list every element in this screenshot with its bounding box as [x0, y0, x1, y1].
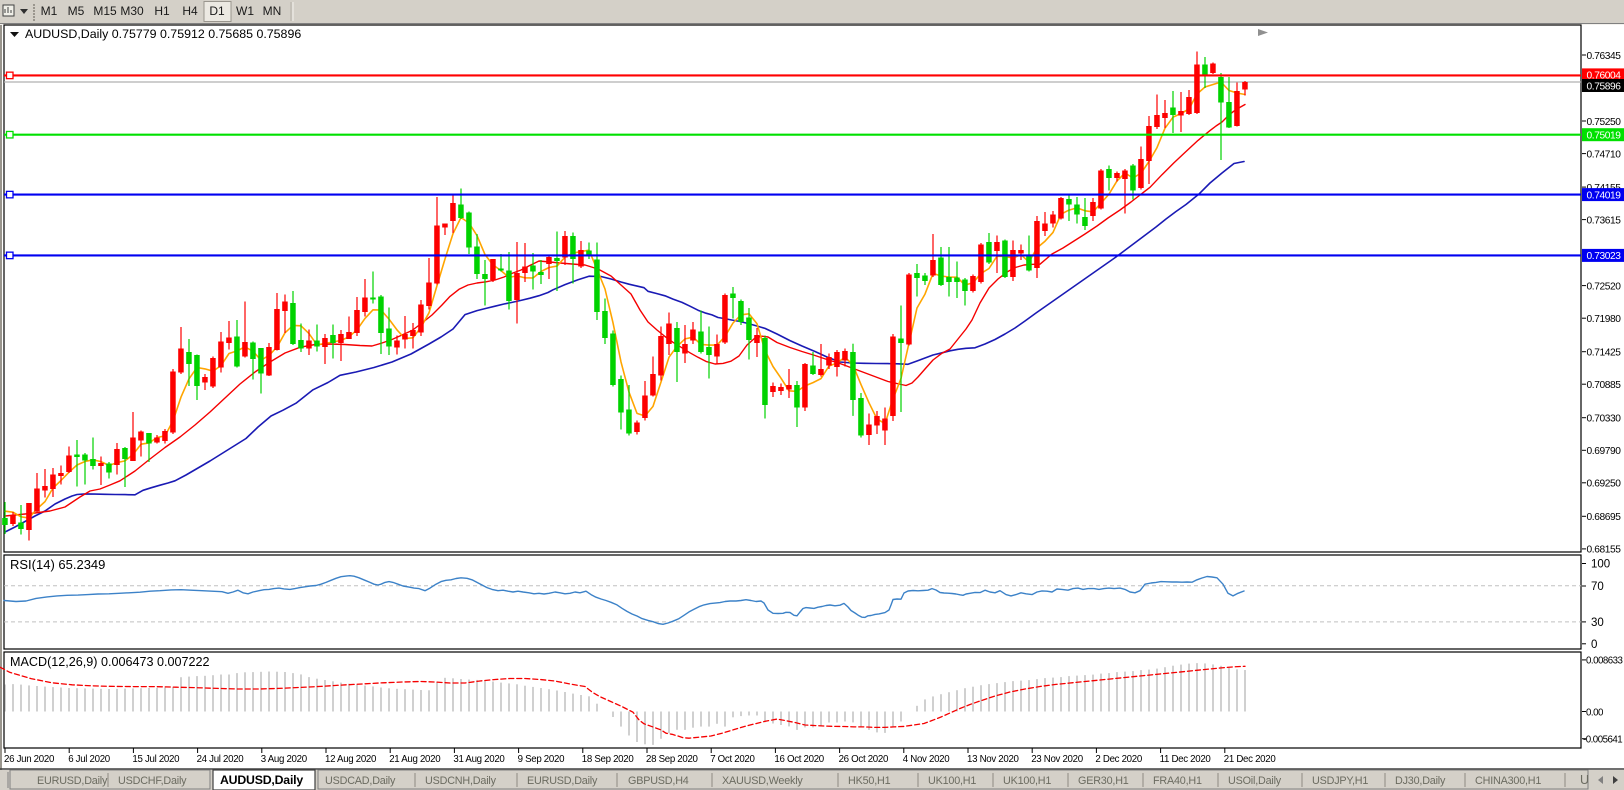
svg-text:21 Dec 2020: 21 Dec 2020 [1224, 754, 1277, 765]
svg-text:24 Jul 2020: 24 Jul 2020 [197, 754, 245, 765]
svg-text:0.76345: 0.76345 [1587, 51, 1622, 62]
svg-text:0.68695: 0.68695 [1587, 512, 1622, 523]
svg-text:0.69790: 0.69790 [1587, 446, 1622, 457]
svg-text:EURUSD,Daily: EURUSD,Daily [37, 775, 108, 787]
svg-text:0.75896: 0.75896 [1587, 81, 1622, 92]
svg-text:USDCNH,Daily: USDCNH,Daily [425, 775, 497, 787]
svg-text:0.73615: 0.73615 [1587, 215, 1622, 226]
svg-text:31 Aug 2020: 31 Aug 2020 [453, 754, 505, 765]
svg-text:9 Sep 2020: 9 Sep 2020 [518, 754, 565, 765]
svg-text:M1: M1 [41, 4, 58, 18]
svg-text:12 Aug 2020: 12 Aug 2020 [325, 754, 377, 765]
svg-text:16 Oct 2020: 16 Oct 2020 [774, 754, 824, 765]
svg-text:0.70885: 0.70885 [1587, 380, 1622, 391]
svg-text:7 Oct 2020: 7 Oct 2020 [710, 754, 755, 765]
svg-text:CHINA300,H1: CHINA300,H1 [1475, 775, 1541, 787]
svg-text:0.75250: 0.75250 [1587, 117, 1622, 128]
svg-text:30: 30 [1591, 617, 1604, 629]
svg-text:FRA40,H1: FRA40,H1 [1153, 775, 1202, 787]
svg-text:UK100,H1: UK100,H1 [1003, 775, 1051, 787]
svg-text:0.00: 0.00 [1586, 707, 1604, 718]
svg-text:U: U [1580, 773, 1589, 787]
svg-text:100: 100 [1591, 559, 1610, 571]
svg-text:H1: H1 [154, 4, 170, 18]
svg-text:MACD(12,26,9) 0.006473 0.00722: MACD(12,26,9) 0.006473 0.007222 [10, 655, 210, 669]
svg-text:HK50,H1: HK50,H1 [848, 775, 891, 787]
svg-text:USDCAD,Daily: USDCAD,Daily [325, 775, 396, 787]
svg-text:0.75019: 0.75019 [1587, 131, 1622, 142]
svg-text:M5: M5 [68, 4, 85, 18]
svg-text:D1: D1 [209, 4, 225, 18]
svg-text:USDJPY,H1: USDJPY,H1 [1312, 775, 1368, 787]
svg-text:0.71980: 0.71980 [1587, 314, 1622, 325]
svg-text:0.74710: 0.74710 [1587, 149, 1622, 160]
svg-text:DJ30,Daily: DJ30,Daily [1395, 775, 1446, 787]
svg-text:USOil,Daily: USOil,Daily [1228, 775, 1282, 787]
svg-text:70: 70 [1591, 581, 1604, 593]
svg-text:-0.005641: -0.005641 [1583, 735, 1622, 746]
svg-text:0.69250: 0.69250 [1587, 479, 1622, 490]
svg-text:6 Jul 2020: 6 Jul 2020 [68, 754, 111, 765]
svg-text:0: 0 [1591, 639, 1597, 651]
svg-text:26 Jun 2020: 26 Jun 2020 [4, 754, 55, 765]
svg-text:0.72520: 0.72520 [1587, 281, 1622, 292]
svg-text:3 Aug 2020: 3 Aug 2020 [261, 754, 308, 765]
svg-text:AUDUSD,Daily 0.75779 0.75912: AUDUSD,Daily 0.75779 0.75912 0.75685 0.7… [25, 27, 301, 41]
svg-text:0.68155: 0.68155 [1587, 545, 1622, 556]
svg-text:28 Sep 2020: 28 Sep 2020 [646, 754, 699, 765]
svg-text:EURUSD,Daily: EURUSD,Daily [527, 775, 598, 787]
svg-text:18 Sep 2020: 18 Sep 2020 [582, 754, 635, 765]
svg-text:0.76004: 0.76004 [1587, 71, 1622, 82]
svg-text:AUDUSD,Daily: AUDUSD,Daily [220, 773, 303, 787]
svg-text:13 Nov 2020: 13 Nov 2020 [967, 754, 1020, 765]
svg-text:4 Nov 2020: 4 Nov 2020 [903, 754, 950, 765]
svg-text:XAUUSD,Weekly: XAUUSD,Weekly [722, 775, 803, 787]
svg-text:H4: H4 [182, 4, 198, 18]
svg-text:RSI(14) 65.2349: RSI(14) 65.2349 [10, 557, 105, 572]
svg-text:0.74019: 0.74019 [1587, 190, 1622, 201]
svg-text:0.70330: 0.70330 [1587, 414, 1622, 425]
svg-text:W1: W1 [236, 4, 254, 18]
svg-text:UK100,H1: UK100,H1 [928, 775, 976, 787]
svg-text:MN: MN [263, 4, 282, 18]
svg-text:2 Dec 2020: 2 Dec 2020 [1095, 754, 1142, 765]
svg-text:21 Aug 2020: 21 Aug 2020 [389, 754, 441, 765]
svg-text:M30: M30 [120, 4, 144, 18]
svg-text:M15: M15 [93, 4, 117, 18]
svg-text:USDCHF,Daily: USDCHF,Daily [118, 775, 187, 787]
svg-text:11 Dec 2020: 11 Dec 2020 [1160, 754, 1212, 765]
svg-text:0.008633: 0.008633 [1586, 656, 1623, 667]
svg-text:26 Oct 2020: 26 Oct 2020 [839, 754, 889, 765]
svg-text:GBPUSD,H4: GBPUSD,H4 [628, 775, 689, 787]
svg-text:GER30,H1: GER30,H1 [1078, 775, 1129, 787]
svg-text:23 Nov 2020: 23 Nov 2020 [1031, 754, 1084, 765]
svg-text:0.71425: 0.71425 [1587, 348, 1622, 359]
svg-text:0.73023: 0.73023 [1587, 251, 1622, 262]
svg-text:15 Jul 2020: 15 Jul 2020 [132, 754, 180, 765]
